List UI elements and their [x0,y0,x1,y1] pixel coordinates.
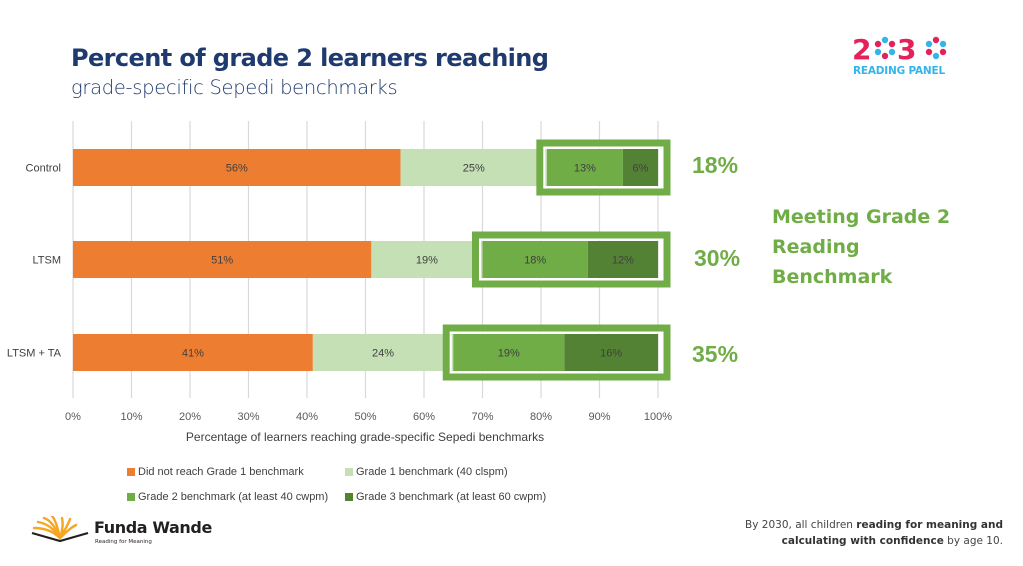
x-tick-label: 10% [120,411,142,423]
bar-data-label: 51% [211,255,233,267]
bar-data-label: 12% [612,255,634,267]
bar-segment [622,149,658,186]
legend-swatch [127,467,135,476]
x-tick-label: 80% [530,411,552,423]
highlight-boxes [442,139,671,381]
logo-panel-text: READING PANEL [853,65,945,77]
brand-name: Funda Wande [94,518,212,537]
legend-label: Grade 3 benchmark (at least 60 cwpm) [356,491,547,503]
total-label-ltsm: 30% [694,245,741,271]
bar-data-label: 41% [182,348,204,360]
category-label: Control [26,163,61,175]
legend-swatch [127,492,135,501]
bar-segment [546,149,623,186]
bar-data-label: 24% [372,348,394,360]
x-axis-title: Percentage of learners reaching grade-sp… [186,430,544,444]
bar-segment [482,241,588,278]
logo-digit-2: 2 [852,34,871,64]
bar-data-label: 6% [632,163,648,175]
page-title: Percent of grade 2 learners reaching [71,44,549,72]
x-tick-label: 30% [237,411,259,423]
x-tick-label: 20% [179,411,201,423]
annotation-line: Meeting Grade 2 [772,206,951,228]
bars: 56% 25% 13% 6% 51% 19% 18% 12% 41% 24% 19% 16% [73,149,658,371]
brand-tagline: Reading for Meaning [95,539,152,545]
annotation-line: Reading [772,236,860,258]
highlight-box [472,231,671,288]
category-label: LTSM [32,255,61,267]
page-subtitle: grade-specific Sepedi benchmarks [71,76,398,99]
legend-label: Grade 2 benchmark (at least 40 cwpm) [138,491,329,503]
category-label: LTSM + TA [7,348,62,360]
legend-item: Grade 1 benchmark (40 clspm) [345,466,508,478]
legend-item: Did not reach Grade 1 benchmark [127,466,304,478]
x-tick-label: 90% [588,411,610,423]
footer-text: by age 10. [943,535,1003,547]
logo-flower-icon [925,36,947,60]
legend-swatch [345,492,353,501]
highlight-box-inner [449,331,664,374]
legend-item: Grade 2 benchmark (at least 40 cwpm) [127,491,328,503]
bar-segment [453,334,565,371]
legend-label: Grade 1 benchmark (40 clspm) [356,466,508,478]
bar-segment [73,241,372,278]
bar-data-label: 13% [574,163,596,175]
category-labels: Control LTSM LTSM + TA [7,163,62,360]
funda-wande-book-icon [31,516,89,543]
bar-segment [312,334,454,371]
bar-data-label: 25% [463,163,485,175]
footer-bold-text: reading for meaning and [856,519,1003,531]
logo-flower-icon [874,36,896,60]
bar-segment [564,334,658,371]
annotation-line: Benchmark [772,266,893,288]
x-tick-label: 40% [296,411,318,423]
bar-data-label: 16% [600,348,622,360]
x-tick-labels: 0% 10% 20% 30% 40% 50% 60% 70% 80% 90% 100% [65,411,672,423]
total-label-ltsm-ta: 35% [692,341,739,367]
bar-segment [400,149,547,186]
highlight-box-inner [543,146,664,189]
bar-segment [371,241,483,278]
footer-slogan: By 2030, all children reading for meanin… [745,517,1003,549]
bar-data-label: 56% [226,163,248,175]
bar-data-label: 18% [524,255,546,267]
bar-segment [73,149,401,186]
legend-item: Grade 3 benchmark (at least 60 cwpm) [345,491,546,503]
logo-2030-mark: 2 3 [852,33,947,66]
highlight-box [442,324,671,381]
footer-text: By 2030, all children [745,519,857,531]
reading-panel-logo: 2 3 READING PANEL [852,33,962,80]
benchmark-annotation: Meeting Grade 2 Reading Benchmark [772,202,972,292]
x-tick-label: 50% [354,411,376,423]
x-tick-label: 0% [65,411,81,423]
x-tick-label: 100% [644,411,672,423]
bar-data-label: 19% [416,255,438,267]
x-tick-label: 60% [413,411,435,423]
legend-swatch [345,467,353,476]
legend-label: Did not reach Grade 1 benchmark [138,466,304,478]
bar-segment [73,334,313,371]
bar-segment [587,241,658,278]
total-label-control: 18% [692,152,739,178]
highlight-box-inner [479,238,664,281]
bar-data-label: 19% [498,348,520,360]
x-tick-label: 70% [471,411,493,423]
logo-digit-3: 3 [897,34,916,64]
highlight-box [536,139,671,196]
footer-bold-text: calculating with confidence [781,535,944,547]
